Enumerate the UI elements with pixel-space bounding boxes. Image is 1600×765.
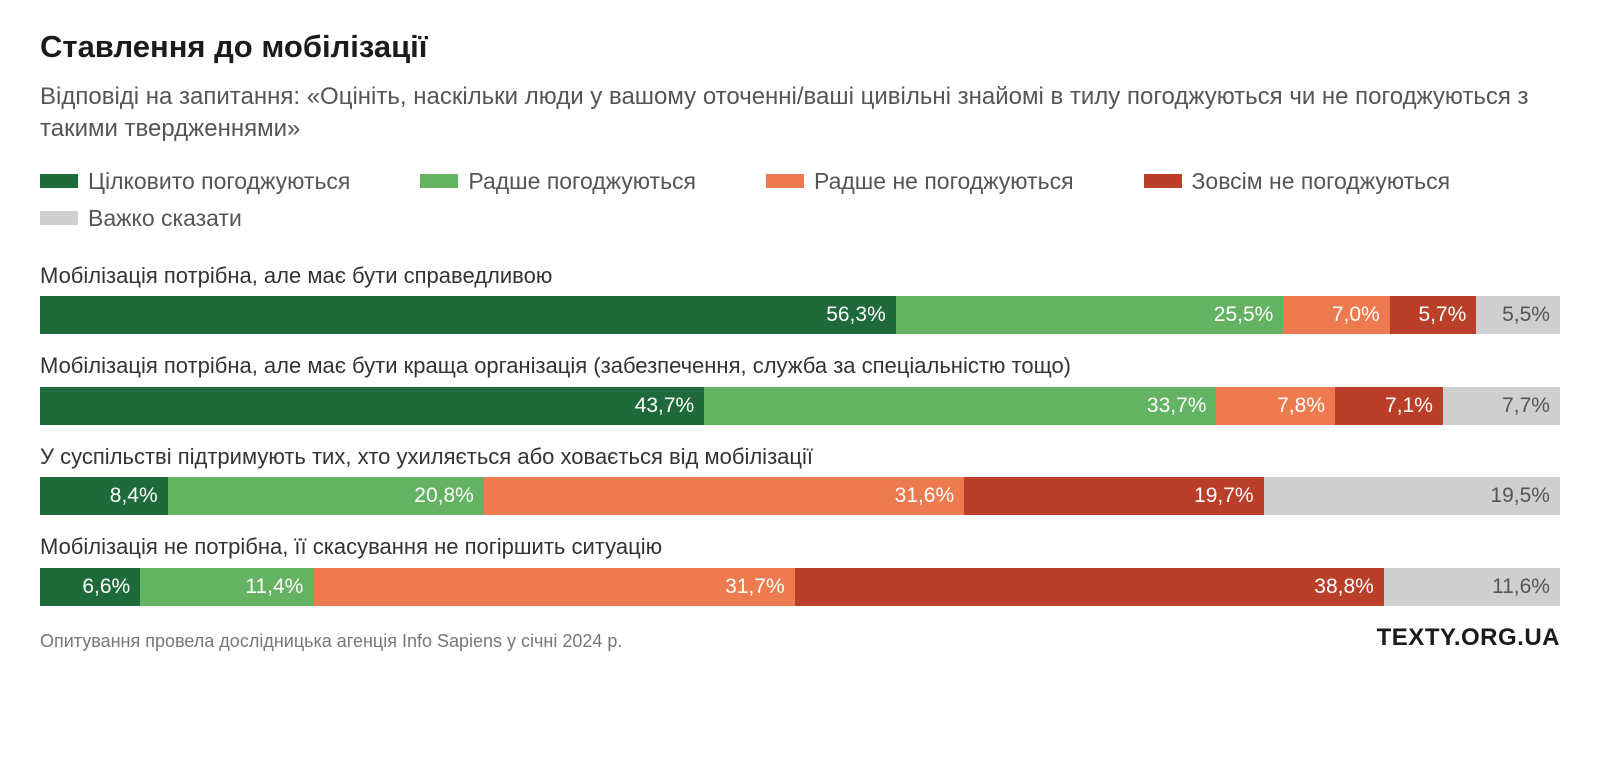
row-label: У суспільстві підтримують тих, хто ухиля… [40, 443, 1560, 472]
chart-title: Ставлення до мобілізації [40, 28, 1560, 67]
bar-segment-fully_disagree: 7,1% [1335, 387, 1443, 425]
chart-row: Мобілізація потрібна, але має бути справ… [40, 262, 1560, 335]
row-label: Мобілізація не потрібна, її скасування н… [40, 533, 1560, 562]
bar-segment-rather_disagree: 7,0% [1283, 296, 1389, 334]
chart-row: Мобілізація не потрібна, її скасування н… [40, 533, 1560, 606]
bar-segment-rather_agree: 33,7% [704, 387, 1216, 425]
legend-swatch [420, 174, 458, 188]
segment-value: 5,7% [1418, 303, 1466, 327]
legend-label: Радше погоджуються [468, 168, 696, 195]
legend-item: Радше не погоджуються [766, 168, 1074, 195]
segment-value: 25,5% [1214, 303, 1274, 327]
legend-swatch [766, 174, 804, 188]
bar-segment-fully_disagree: 19,7% [964, 477, 1263, 515]
legend-swatch [40, 211, 78, 225]
segment-value: 6,6% [82, 575, 130, 599]
legend-item: Важко сказати [40, 205, 242, 232]
segment-value: 19,5% [1490, 484, 1550, 508]
bar-segment-fully_agree: 56,3% [40, 296, 896, 334]
bar-segment-hard_to_say: 5,5% [1476, 296, 1560, 334]
legend-item: Зовсім не погоджуються [1144, 168, 1451, 195]
chart-row: Мобілізація потрібна, але має бути краща… [40, 352, 1560, 425]
stacked-bar: 8,4% 20,8% 31,6% 19,7% 19,5% [40, 477, 1560, 515]
bar-segment-rather_disagree: 7,8% [1216, 387, 1335, 425]
chart-footer: Опитування провела дослідницька агенція … [40, 624, 1560, 652]
segment-value: 19,7% [1194, 484, 1254, 508]
bar-segment-hard_to_say: 11,6% [1384, 568, 1560, 606]
legend-swatch [1144, 174, 1182, 188]
legend-label: Радше не погоджуються [814, 168, 1074, 195]
bar-segment-fully_agree: 43,7% [40, 387, 704, 425]
bar-segment-rather_agree: 25,5% [896, 296, 1284, 334]
segment-value: 11,6% [1492, 575, 1550, 599]
legend-label: Зовсім не погоджуються [1192, 168, 1451, 195]
segment-value: 11,4% [245, 575, 303, 599]
bar-segment-fully_disagree: 38,8% [795, 568, 1384, 606]
bar-segment-rather_agree: 11,4% [140, 568, 313, 606]
row-label: Мобілізація потрібна, але має бути краща… [40, 352, 1560, 381]
legend-item: Цілковито погоджуються [40, 168, 350, 195]
brand-label: TEXTY.ORG.UA [1377, 624, 1560, 652]
stacked-bar: 43,7% 33,7% 7,8% 7,1% 7,7% [40, 387, 1560, 425]
segment-value: 33,7% [1147, 394, 1207, 418]
bar-segment-hard_to_say: 7,7% [1443, 387, 1560, 425]
segment-value: 7,1% [1385, 394, 1433, 418]
legend-swatch [40, 174, 78, 188]
segment-value: 20,8% [414, 484, 474, 508]
bar-segment-rather_disagree: 31,6% [484, 477, 964, 515]
chart-rows: Мобілізація потрібна, але має бути справ… [40, 262, 1560, 606]
legend-label: Цілковито погоджуються [88, 168, 350, 195]
segment-value: 31,6% [895, 484, 955, 508]
segment-value: 38,8% [1314, 575, 1374, 599]
segment-value: 5,5% [1502, 303, 1550, 327]
bar-segment-rather_disagree: 31,7% [313, 568, 794, 606]
bar-segment-hard_to_say: 19,5% [1264, 477, 1560, 515]
chart-container: Ставлення до мобілізації Відповіді на за… [0, 0, 1600, 676]
chart-row: У суспільстві підтримують тих, хто ухиля… [40, 443, 1560, 516]
segment-value: 43,7% [635, 394, 695, 418]
bar-segment-fully_agree: 8,4% [40, 477, 168, 515]
segment-value: 8,4% [110, 484, 158, 508]
segment-value: 7,7% [1502, 394, 1550, 418]
segment-value: 56,3% [826, 303, 886, 327]
segment-value: 31,7% [725, 575, 785, 599]
chart-subtitle: Відповіді на запитання: «Оцініть, наскіл… [40, 81, 1560, 146]
row-label: Мобілізація потрібна, але має бути справ… [40, 262, 1560, 291]
segment-value: 7,8% [1277, 394, 1325, 418]
bar-segment-rather_agree: 20,8% [168, 477, 484, 515]
stacked-bar: 6,6% 11,4% 31,7% 38,8% 11,6% [40, 568, 1560, 606]
stacked-bar: 56,3% 25,5% 7,0% 5,7% 5,5% [40, 296, 1560, 334]
legend-item: Радше погоджуються [420, 168, 696, 195]
bar-segment-fully_agree: 6,6% [40, 568, 140, 606]
source-note: Опитування провела дослідницька агенція … [40, 631, 622, 652]
bar-segment-fully_disagree: 5,7% [1390, 296, 1477, 334]
legend: Цілковито погоджуються Радше погоджуються… [40, 168, 1560, 232]
legend-label: Важко сказати [88, 205, 242, 232]
segment-value: 7,0% [1332, 303, 1380, 327]
